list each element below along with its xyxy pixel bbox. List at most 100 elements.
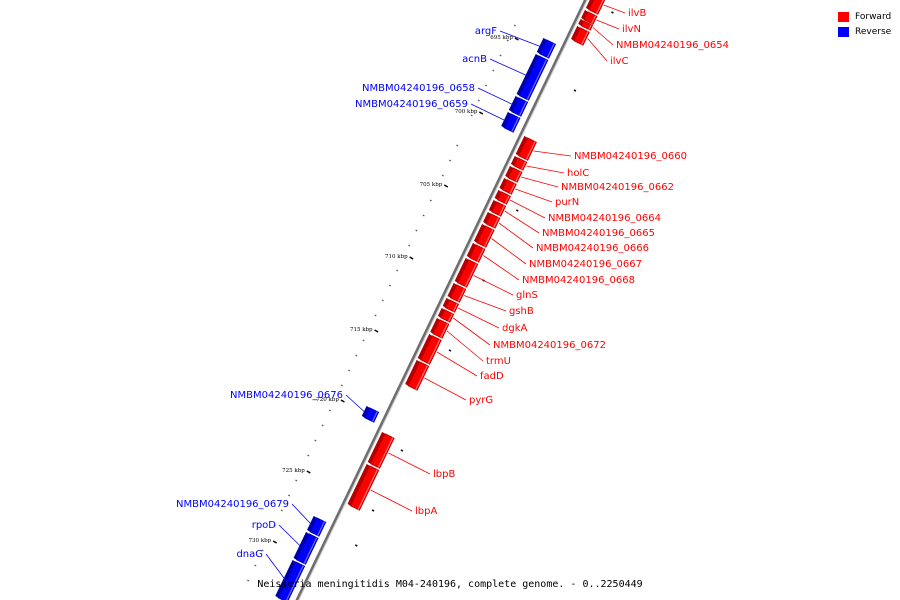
forward-gene-shade — [488, 199, 497, 212]
forward-gene-leader — [592, 27, 614, 46]
forward-gene-highlight — [588, 24, 592, 30]
tick-label: 710 kbp — [385, 254, 408, 260]
minor-tick — [307, 454, 310, 457]
forward-gene-leader — [520, 176, 559, 188]
reverse-gene-shade — [536, 37, 547, 54]
forward-gene-highlight — [591, 15, 597, 24]
forward-gene-leader — [388, 452, 431, 475]
reverse-gene-highlight — [286, 565, 304, 600]
major-tick — [443, 184, 449, 188]
reverse-gene-shade — [361, 405, 370, 418]
forward-gene-highlight — [457, 288, 465, 302]
forward-gene-highlight — [440, 323, 449, 338]
minor-tick — [422, 214, 425, 217]
forward-gene-label: pyrG — [469, 395, 493, 406]
minor-tick — [448, 349, 452, 352]
forward-gene-highlight — [596, 0, 604, 14]
forward-gene-highlight — [377, 437, 394, 468]
forward-gene-shade — [510, 155, 518, 166]
minor-tick — [513, 24, 517, 27]
minor-tick — [506, 39, 509, 42]
forward-gene-leader — [370, 489, 413, 512]
forward-gene-label: ilvC — [610, 56, 628, 67]
forward-gene-label: fadD — [480, 371, 504, 382]
forward-gene-highlight — [525, 141, 536, 160]
reverse-gene-shade — [307, 515, 317, 532]
forward-gene-label: gshB — [509, 306, 534, 317]
forward-gene-leader — [436, 351, 478, 377]
forward-gene-highlight — [448, 313, 453, 322]
forward-gene-shade — [473, 223, 486, 243]
minor-tick — [280, 509, 283, 512]
major-tick — [479, 111, 484, 115]
forward-gene-highlight — [521, 161, 526, 170]
forward-gene-label: NMBM04240196_0667 — [529, 259, 642, 270]
reverse-gene-label: dnaG — [236, 549, 263, 560]
forward-gene-label: NMBM04240196_0664 — [548, 213, 661, 224]
minor-tick — [396, 269, 399, 272]
forward-gene-shade — [417, 333, 433, 360]
reverse-gene-highlight — [526, 59, 548, 100]
minor-tick — [321, 424, 324, 427]
forward-gene-shade — [483, 211, 491, 224]
forward-gene-label: purN — [555, 197, 579, 208]
minor-tick — [485, 84, 488, 87]
reverse-gene-label: NMBM04240196_0659 — [355, 99, 468, 110]
forward-gene-leader — [483, 255, 520, 281]
backbone-shadow — [297, 0, 588, 600]
major-tick — [306, 470, 311, 474]
forward-gene-shade — [367, 431, 386, 464]
minor-tick — [400, 449, 404, 452]
minor-tick — [328, 409, 331, 412]
forward-gene-label: NMBM04240196_0660 — [574, 151, 687, 162]
forward-gene-label: NMBM04240196_0672 — [493, 340, 606, 351]
forward-gene-shade — [499, 177, 508, 190]
minor-tick — [499, 54, 502, 57]
forward-gene-highlight — [509, 183, 516, 194]
minor-tick — [295, 479, 298, 482]
forward-gene-label: ilvB — [628, 8, 646, 19]
forward-gene-shade — [494, 189, 502, 200]
forward-gene-label: holC — [567, 168, 589, 179]
reverse-gene-highlight — [519, 101, 527, 116]
reverse-gene-highlight — [511, 117, 520, 132]
forward-gene-shade — [454, 257, 469, 283]
forward-gene-shade — [437, 307, 445, 318]
forward-gene-shade — [347, 463, 370, 506]
minor-tick — [573, 89, 577, 92]
forward-gene-leader — [424, 377, 467, 401]
forward-swatch — [838, 11, 849, 22]
tick-label: 700 kbp — [455, 109, 478, 115]
minor-tick — [381, 299, 384, 302]
minor-tick — [492, 69, 495, 72]
minor-tick — [374, 314, 377, 317]
reverse-gene-label: NMBM04240196_0658 — [362, 83, 475, 94]
minor-tick — [415, 229, 418, 232]
tick-label: 730 kbp — [249, 538, 272, 544]
reverse-gene-label: rpoD — [252, 520, 277, 531]
minor-tick — [314, 439, 317, 442]
forward-gene-label: lbpA — [415, 506, 437, 517]
minor-tick — [247, 579, 250, 582]
forward-gene-leader — [457, 307, 500, 329]
minor-tick — [448, 159, 452, 162]
forward-gene-highlight — [484, 229, 494, 247]
forward-gene-label: NMBM04240196_0662 — [561, 182, 674, 193]
reverse-label: Reverse — [855, 26, 892, 37]
forward-gene-highlight — [504, 195, 510, 204]
forward-gene-highlight — [464, 263, 477, 287]
forward-gene-label: NMBM04240196_0668 — [522, 275, 635, 286]
reverse-gene-highlight — [303, 537, 318, 564]
minor-tick — [477, 99, 480, 102]
forward-gene-shade — [578, 18, 584, 26]
major-tick — [514, 37, 519, 41]
minor-tick — [273, 524, 276, 527]
forward-gene-leader — [453, 317, 491, 346]
forward-gene-highlight — [493, 217, 500, 228]
forward-gene-leader — [491, 238, 527, 265]
tick-label: 725 kbp — [282, 468, 305, 474]
forward-gene-label: trmU — [486, 356, 511, 367]
minor-tick — [388, 284, 392, 287]
reverse-gene-label: NMBM04240196_0679 — [176, 499, 289, 510]
minor-tick — [456, 144, 459, 147]
